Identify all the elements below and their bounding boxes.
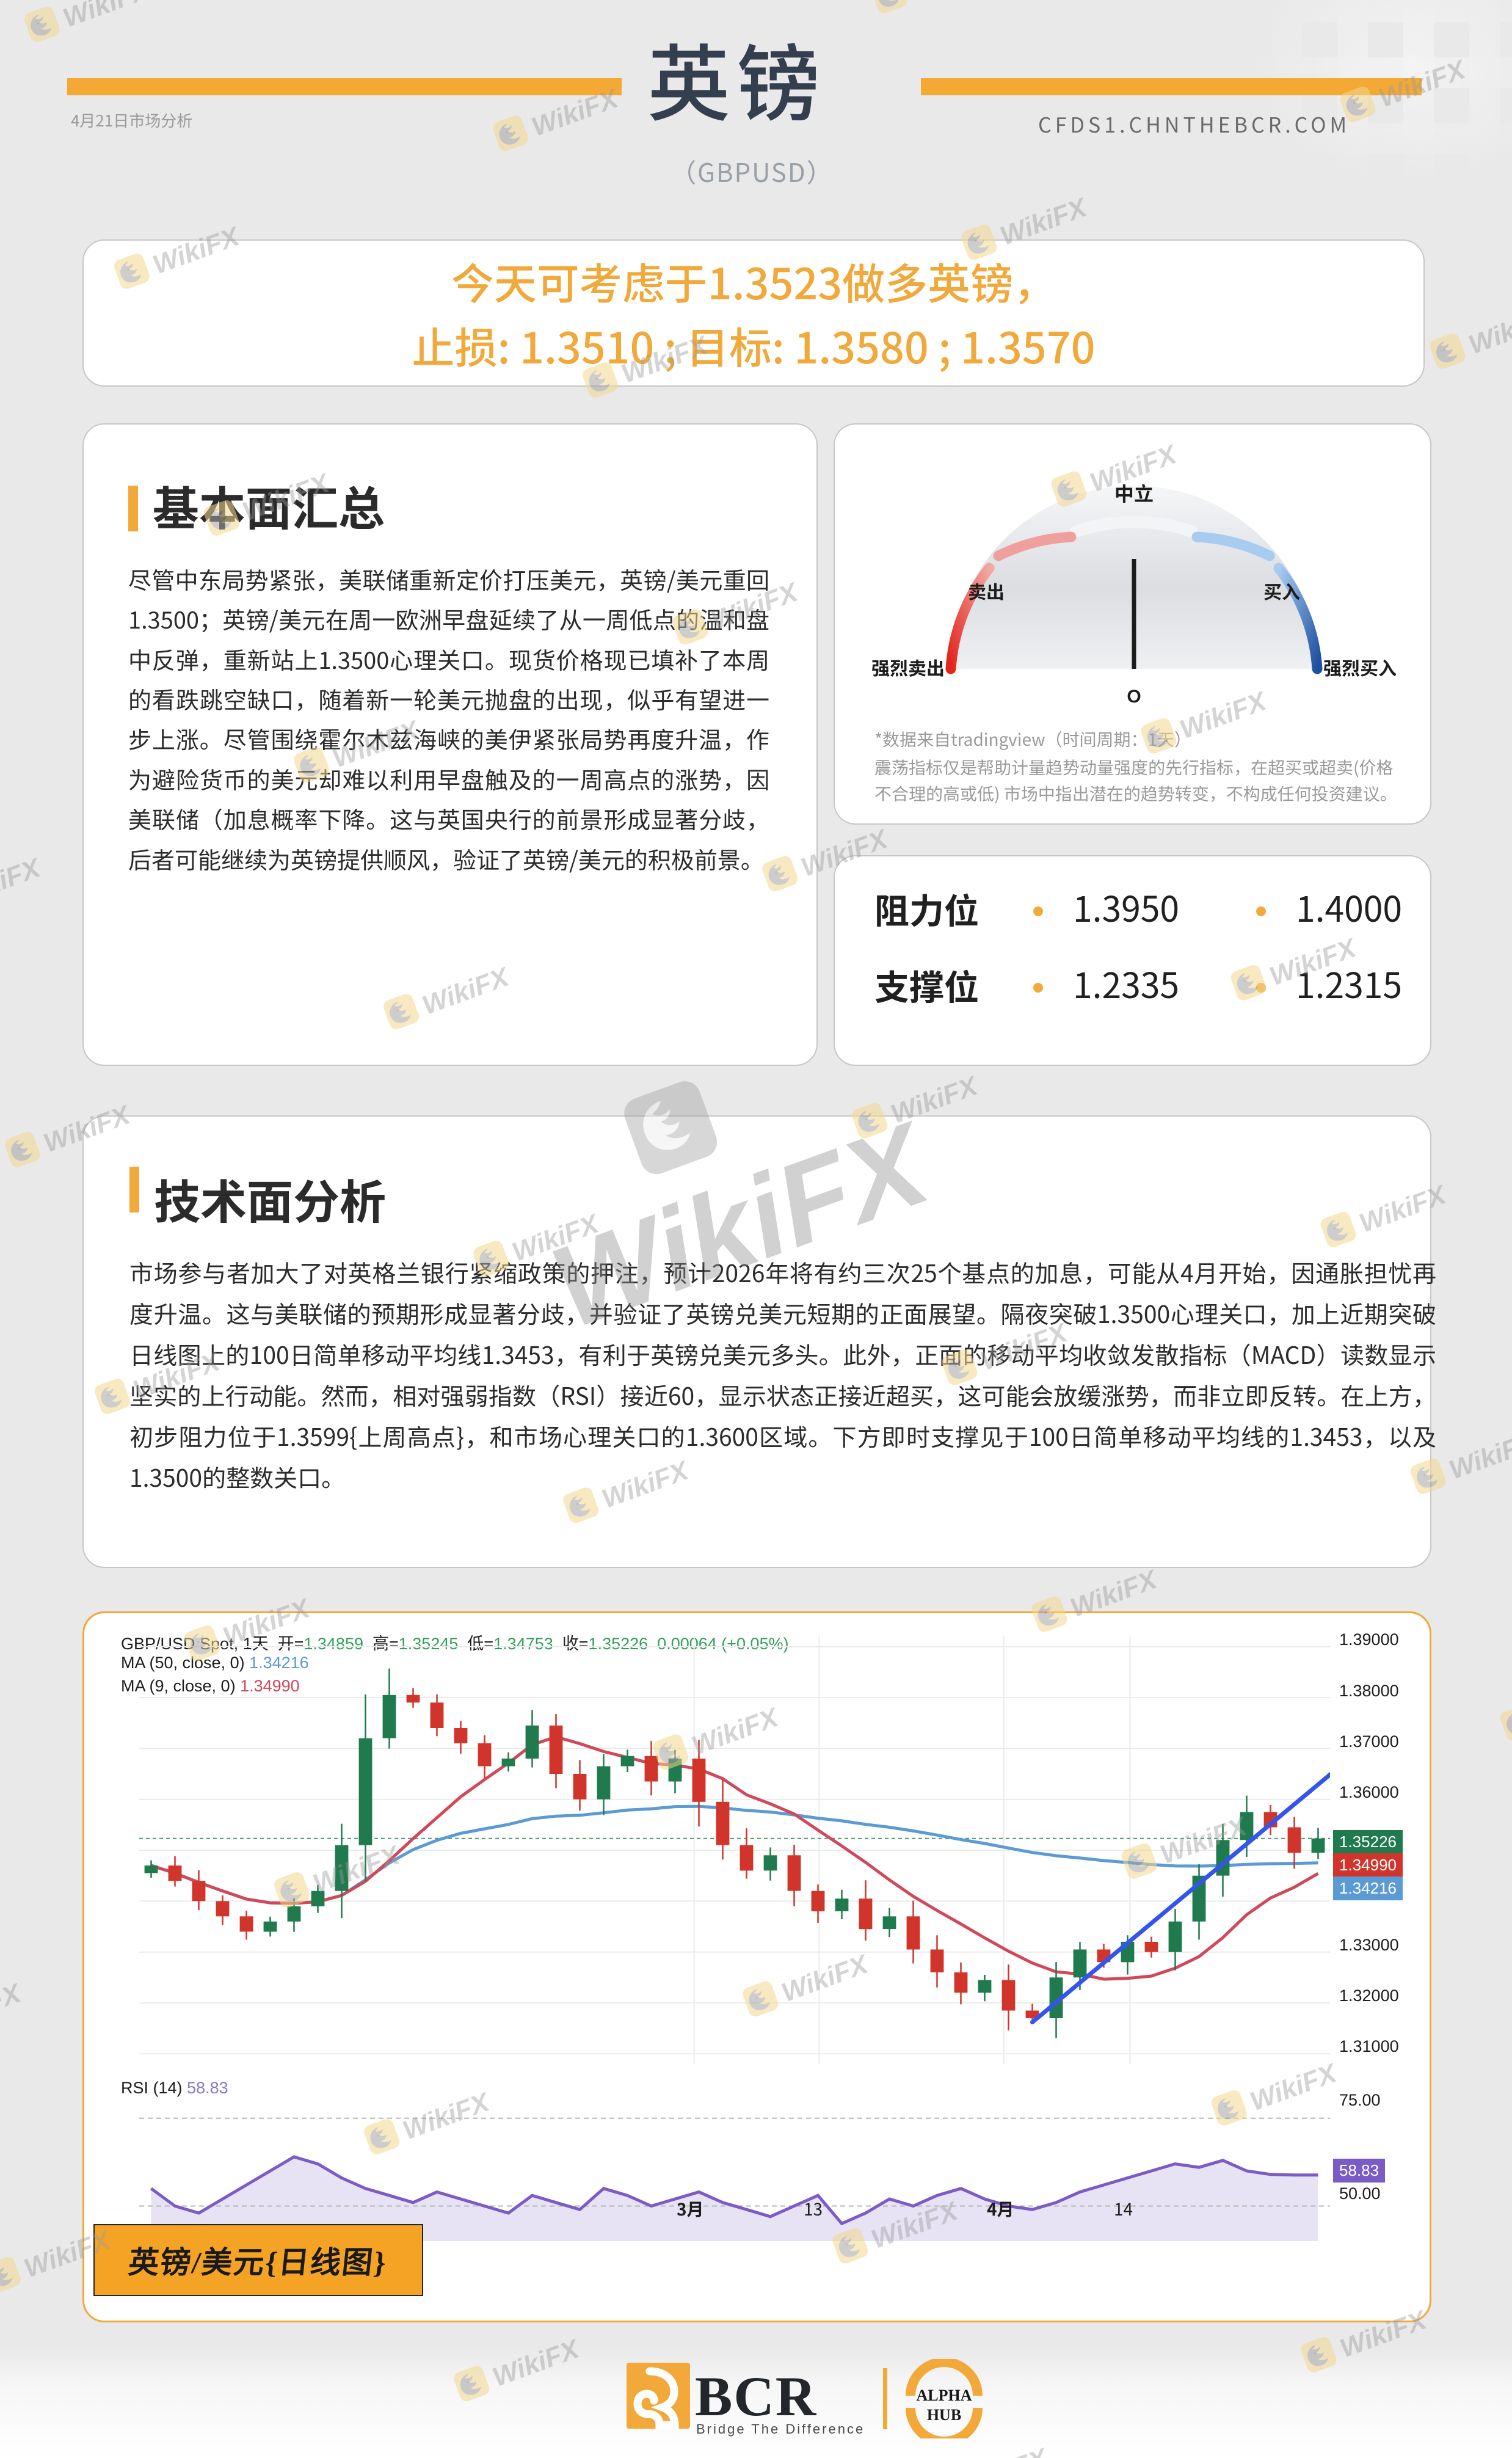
svg-text:卖出: 卖出 bbox=[968, 577, 1005, 604]
svg-text:强烈买入: 强烈买入 bbox=[1323, 654, 1397, 680]
svg-text:中立: 中立 bbox=[1114, 479, 1154, 507]
svg-text:HUB: HUB bbox=[927, 2406, 961, 2424]
svg-text:O: O bbox=[1127, 687, 1141, 707]
svg-text:强烈卖出: 强烈卖出 bbox=[871, 654, 945, 680]
svg-text:ALPHA: ALPHA bbox=[917, 2387, 972, 2404]
svg-text:BCR: BCR bbox=[695, 2365, 817, 2427]
svg-text:买入: 买入 bbox=[1263, 577, 1300, 604]
svg-text:Bridge The Difference: Bridge The Difference bbox=[696, 2421, 865, 2437]
